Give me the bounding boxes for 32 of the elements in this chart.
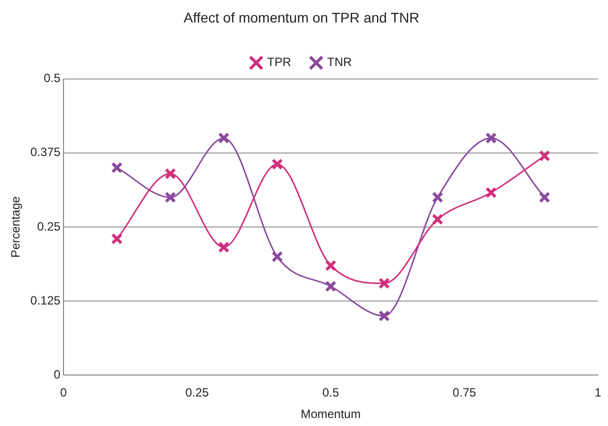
chart-title: Affect of momentum on TPR and TNR: [184, 9, 420, 26]
point: [111, 162, 123, 174]
point: [324, 260, 336, 272]
x-tick-label: 0.25: [185, 386, 210, 400]
point: [111, 233, 123, 245]
y-tick-label: 0: [54, 368, 61, 382]
point: [485, 132, 497, 144]
y-tick-label: 0.25: [37, 219, 61, 234]
point: [485, 186, 497, 198]
x-tick-label: 1: [594, 386, 602, 400]
legend-label: TNR: [327, 55, 352, 70]
x-tick-label: 0.5: [322, 386, 340, 400]
point: [164, 192, 176, 204]
point: [432, 192, 444, 204]
x-tick-label: 0.75: [452, 386, 476, 400]
x-axis-title: Momentum: [300, 407, 361, 422]
point: [538, 150, 550, 162]
y-axis-title: Percentage: [8, 196, 23, 258]
point: [218, 132, 230, 144]
legend-label: TPR: [267, 55, 292, 70]
point: [324, 280, 336, 292]
point: [432, 214, 444, 226]
point: [164, 168, 176, 180]
point: [272, 158, 283, 170]
y-tick-label: 0.125: [30, 293, 61, 308]
point: [218, 241, 230, 253]
point: [538, 192, 550, 204]
point: [378, 278, 390, 290]
y-tick-label: 0.5: [44, 71, 61, 86]
point: [272, 250, 283, 262]
y-tick-label: 0.375: [30, 145, 61, 160]
point: [378, 310, 390, 322]
